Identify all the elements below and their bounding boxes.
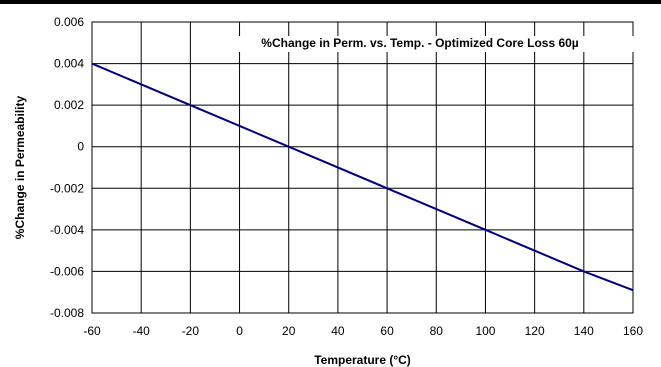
x-tick-label: 20 (282, 324, 296, 338)
x-axis-title: Temperature (°C) (314, 353, 411, 367)
x-tick-label: 0 (236, 324, 243, 338)
y-tick-label: -0.002 (50, 181, 84, 195)
x-tick-label: 120 (525, 324, 545, 338)
y-axis-title: %Change in Permeability (13, 95, 27, 239)
x-tick-label: -40 (133, 324, 151, 338)
x-tick-label: 160 (623, 324, 643, 338)
y-tick-label: -0.008 (50, 306, 84, 320)
x-tick-label: 140 (574, 324, 594, 338)
x-tick-label: -20 (182, 324, 200, 338)
chart-title-box (198, 36, 638, 52)
y-tick-label: 0.004 (54, 57, 84, 71)
y-tick-label: 0.006 (54, 15, 84, 29)
y-tick-label: -0.006 (50, 264, 84, 278)
plot-frame (91, 21, 634, 314)
grid (91, 21, 634, 314)
x-tick-labels: -60 -40 -20 0 20 40 60 80 100 120 140 160 (83, 324, 643, 338)
y-tick-label: -0.004 (50, 223, 84, 237)
y-tick-label: 0 (77, 140, 84, 154)
series-group (91, 62, 634, 292)
x-tick-label: 100 (475, 324, 495, 338)
chart-title: %Change in Perm. vs. Temp. - Optimized C… (261, 36, 579, 50)
x-tick-label: -60 (83, 324, 101, 338)
x-tick-label: 60 (380, 324, 394, 338)
series-line (91, 62, 634, 292)
x-tick-label: 40 (331, 324, 345, 338)
top-rule (0, 0, 661, 4)
x-tick-label: 80 (430, 324, 444, 338)
y-tick-labels: -0.008 -0.006 -0.004 -0.002 0 0.002 0.004 0.006 (50, 15, 84, 320)
y-tick-label: 0.002 (54, 98, 84, 112)
